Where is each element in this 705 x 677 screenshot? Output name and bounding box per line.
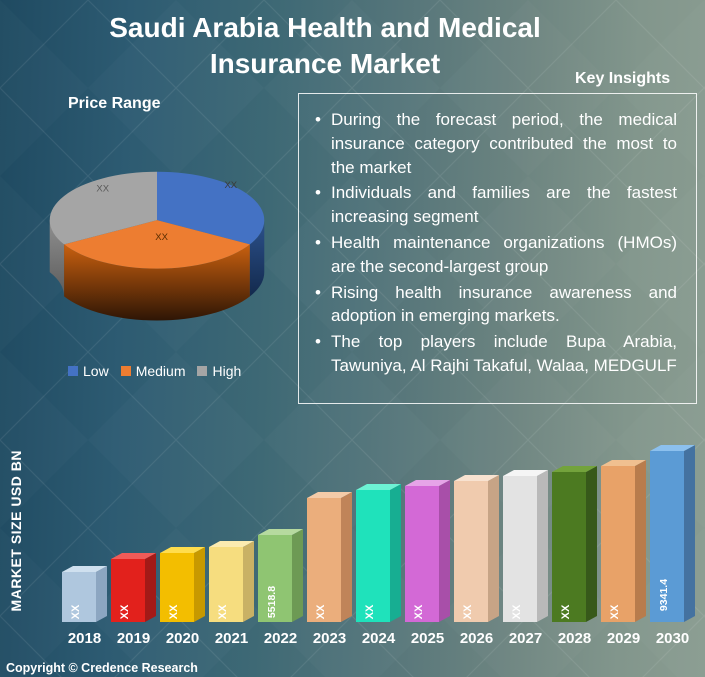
svg-text:XX: XX: [119, 604, 131, 619]
svg-text:9341.4: 9341.4: [658, 579, 670, 611]
svg-text:XX: XX: [217, 604, 229, 619]
svg-text:XX: XX: [96, 184, 109, 195]
svg-text:XX: XX: [224, 180, 237, 191]
svg-text:XX: XX: [609, 604, 621, 619]
svg-text:XX: XX: [70, 604, 82, 619]
svg-text:XX: XX: [462, 604, 474, 619]
svg-text:XX: XX: [560, 604, 572, 619]
svg-text:XX: XX: [364, 604, 376, 619]
svg-text:XX: XX: [413, 604, 425, 619]
svg-text:XX: XX: [155, 232, 168, 243]
svg-text:XX: XX: [315, 604, 327, 619]
svg-text:XX: XX: [511, 604, 523, 619]
svg-text:5518.8: 5518.8: [266, 586, 278, 618]
svg-text:XX: XX: [168, 604, 180, 619]
